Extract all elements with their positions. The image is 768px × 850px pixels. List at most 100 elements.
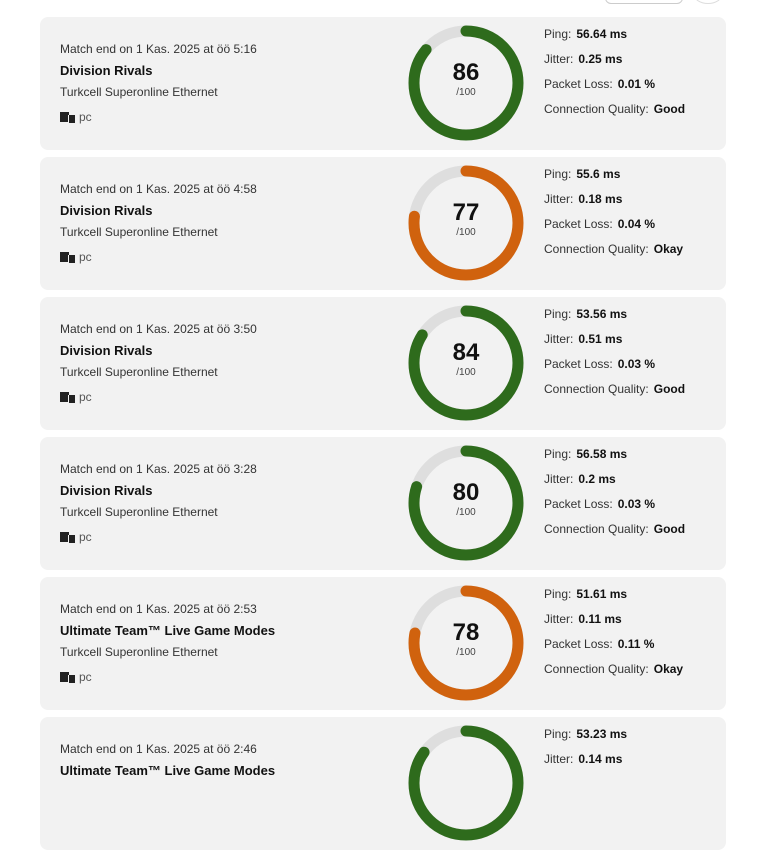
filter-button[interactable] [605, 0, 683, 4]
stat-label: Connection Quality: [544, 522, 649, 536]
platform-label: pc [79, 390, 92, 404]
platform: pc [60, 530, 92, 544]
score-max: /100 [456, 87, 476, 98]
stat-value: 56.58 ms [576, 447, 628, 461]
connection-stats: Ping: 55.6 ms Jitter: 0.18 ms Packet Loss: 0.… [544, 167, 683, 267]
stat-quality: Connection Quality: Good [544, 102, 685, 127]
pc-icon [60, 671, 75, 683]
stat-quality: Connection Quality: Okay [544, 242, 683, 267]
network-name: Turkcell Superonline Ethernet [60, 85, 218, 99]
network-name: Turkcell Superonline Ethernet [60, 645, 218, 659]
stat-quality: Connection Quality: Okay [544, 662, 683, 687]
stat-value: 53.56 ms [576, 307, 628, 321]
match-date: Match end on 1 Kas. 2025 at öö 4:58 [60, 182, 257, 196]
score-max: /100 [456, 227, 476, 238]
stat-label: Packet Loss: [544, 77, 613, 91]
stat-jitter: Jitter: 0.14 ms [544, 752, 627, 777]
score-max: /100 [456, 647, 476, 658]
game-mode: Ultimate Team™ Live Game Modes [60, 763, 276, 778]
pc-icon [60, 251, 75, 263]
match-card[interactable]: Match end on 1 Kas. 2025 at öö 2:46 Ultim… [40, 717, 726, 850]
match-card[interactable]: Match end on 1 Kas. 2025 at öö 2:53 Ultim… [40, 577, 726, 710]
network-name: Turkcell Superonline Ethernet [60, 225, 218, 239]
stat-value: 53.23 ms [576, 727, 628, 741]
stat-label: Ping: [544, 307, 572, 321]
game-mode: Division Rivals [60, 63, 153, 78]
gauge-fill [408, 165, 524, 281]
stat-label: Connection Quality: [544, 382, 649, 396]
stat-ping: Ping: 56.64 ms [544, 27, 685, 52]
stat-label: Jitter: [544, 752, 574, 766]
score-gauge [408, 725, 524, 841]
stat-jitter: Jitter: 0.25 ms [544, 52, 685, 77]
stat-value: 0.03 % [617, 357, 656, 371]
platform: pc [60, 670, 92, 684]
stat-loss: Packet Loss: 0.03 % [544, 357, 685, 382]
stat-value: Good [653, 522, 686, 536]
stat-quality: Connection Quality: Good [544, 382, 685, 407]
score-gauge [408, 445, 524, 561]
score-gauge [408, 25, 524, 141]
stat-label: Ping: [544, 727, 572, 741]
stat-label: Packet Loss: [544, 357, 613, 371]
score-gauge [408, 165, 524, 281]
score-value: 78 [452, 619, 480, 646]
score-value: 80 [452, 479, 480, 506]
stat-loss: Packet Loss: 0.01 % [544, 77, 685, 102]
stat-value: 0.04 % [617, 217, 656, 231]
game-mode: Division Rivals [60, 483, 153, 498]
stat-value: 0.18 ms [578, 192, 623, 206]
platform: pc [60, 110, 92, 124]
pc-icon [60, 531, 75, 543]
connection-stats: Ping: 53.23 ms Jitter: 0.14 ms [544, 727, 627, 777]
match-card[interactable]: Match end on 1 Kas. 2025 at öö 5:16 Divis… [40, 17, 726, 150]
stat-value: 51.61 ms [576, 587, 628, 601]
connection-stats: Ping: 51.61 ms Jitter: 0.11 ms Packet Loss: 0… [544, 587, 683, 687]
stat-label: Jitter: [544, 612, 574, 626]
stat-label: Connection Quality: [544, 662, 649, 676]
stat-value: 0.11 % [617, 637, 655, 651]
match-card[interactable]: Match end on 1 Kas. 2025 at öö 3:50 Divis… [40, 297, 726, 430]
score-gauge [408, 585, 524, 701]
match-card[interactable]: Match end on 1 Kas. 2025 at öö 3:28 Divis… [40, 437, 726, 570]
pc-icon [60, 111, 75, 123]
stat-value: 0.2 ms [578, 472, 616, 486]
platform: pc [60, 250, 92, 264]
platform-label: pc [79, 110, 92, 124]
stat-jitter: Jitter: 0.18 ms [544, 192, 683, 217]
stat-quality: Connection Quality: Good [544, 522, 685, 547]
stat-label: Connection Quality: [544, 102, 649, 116]
icon-button[interactable] [694, 0, 722, 4]
game-mode: Division Rivals [60, 203, 153, 218]
stat-ping: Ping: 55.6 ms [544, 167, 683, 192]
stat-label: Packet Loss: [544, 637, 613, 651]
match-date: Match end on 1 Kas. 2025 at öö 2:46 [60, 742, 257, 756]
stat-label: Jitter: [544, 332, 574, 346]
gauge-fill [408, 305, 524, 421]
connection-stats: Ping: 56.58 ms Jitter: 0.2 ms Packet Loss: 0.… [544, 447, 685, 547]
stat-value: 0.03 % [617, 497, 656, 511]
stat-loss: Packet Loss: 0.03 % [544, 497, 685, 522]
platform-label: pc [79, 250, 92, 264]
match-date: Match end on 1 Kas. 2025 at öö 2:53 [60, 602, 257, 616]
stat-value: 56.64 ms [576, 27, 628, 41]
platform-label: pc [79, 670, 92, 684]
match-card[interactable]: Match end on 1 Kas. 2025 at öö 4:58 Divis… [40, 157, 726, 290]
stat-label: Ping: [544, 27, 572, 41]
network-name: Turkcell Superonline Ethernet [60, 505, 218, 519]
game-mode: Ultimate Team™ Live Game Modes [60, 623, 276, 638]
pc-icon [60, 391, 75, 403]
stat-label: Packet Loss: [544, 497, 613, 511]
network-name: Turkcell Superonline Ethernet [60, 365, 218, 379]
stat-ping: Ping: 51.61 ms [544, 587, 683, 612]
stat-label: Jitter: [544, 52, 574, 66]
stat-loss: Packet Loss: 0.04 % [544, 217, 683, 242]
stat-ping: Ping: 56.58 ms [544, 447, 685, 472]
stat-value: 0.11 ms [578, 612, 622, 626]
game-mode: Division Rivals [60, 343, 153, 358]
connection-stats: Ping: 56.64 ms Jitter: 0.25 ms Packet Loss: 0… [544, 27, 685, 127]
stat-value: Good [653, 102, 686, 116]
gauge-fill [408, 585, 524, 701]
stat-label: Packet Loss: [544, 217, 613, 231]
stat-jitter: Jitter: 0.2 ms [544, 472, 685, 497]
